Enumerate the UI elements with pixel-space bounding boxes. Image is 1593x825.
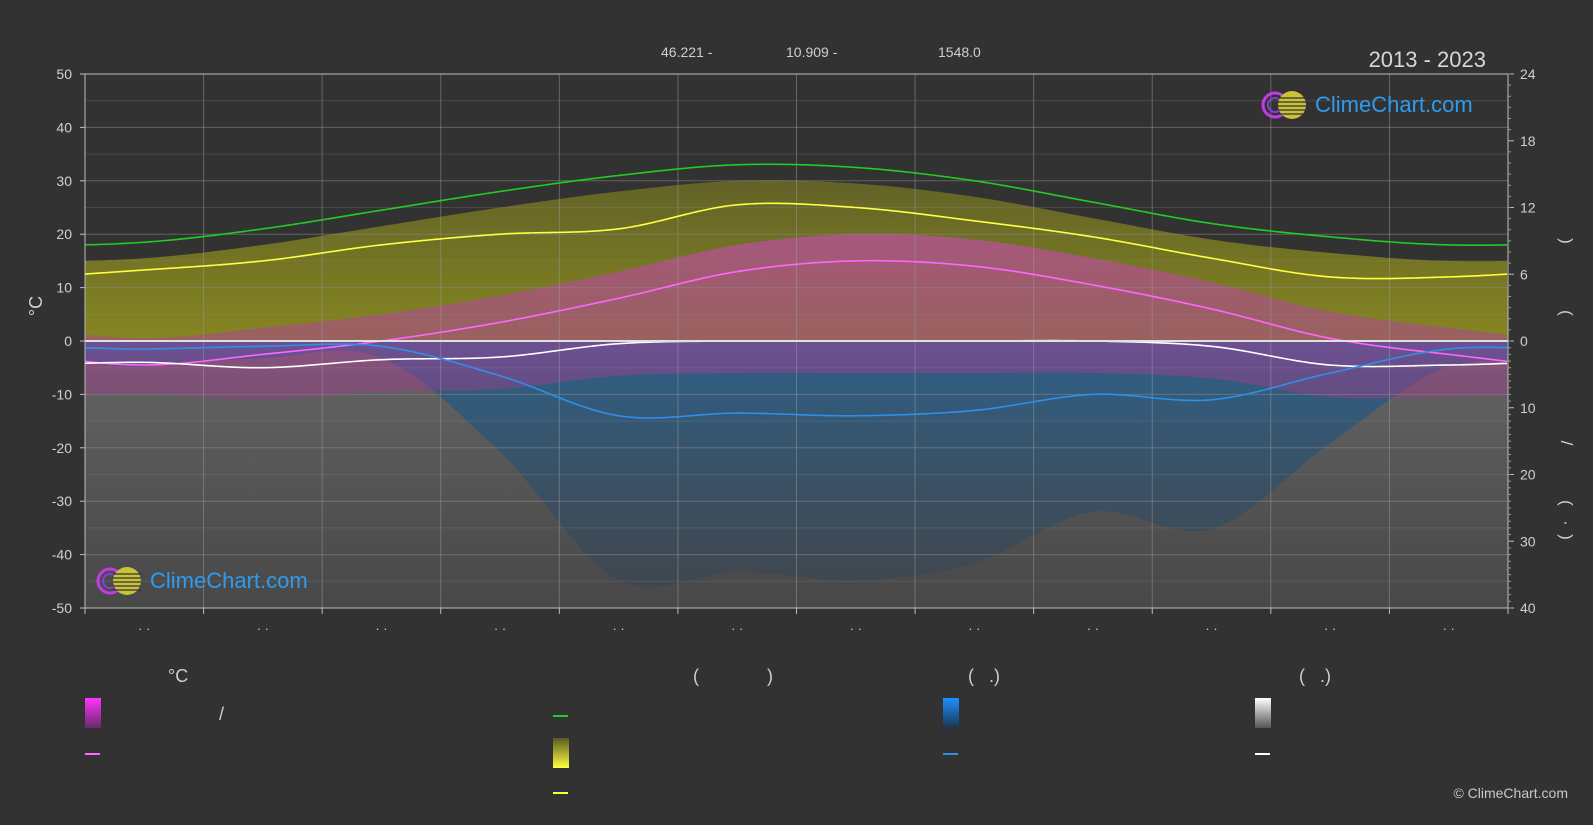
legend-col3-title: ( .) <box>968 666 1000 686</box>
y-tick-label: -40 <box>52 547 72 563</box>
legend-daylight-line <box>553 715 568 717</box>
y-tick-label: -20 <box>52 440 72 456</box>
series-line-temp_max_mean <box>85 259 1508 366</box>
y2-axis-label-part: · <box>1557 520 1576 526</box>
y-axis-label: °C <box>26 296 46 316</box>
y-tick-label: 30 <box>56 173 72 189</box>
x-tick-label: · · <box>1443 621 1455 636</box>
y-tick-label: 20 <box>56 226 72 242</box>
y2-axis-label-part: / <box>1557 441 1576 446</box>
x-tick-label: · · <box>1087 621 1099 636</box>
legend-temp-range-label: / <box>219 704 225 724</box>
y-tick-label: 0 <box>64 333 72 349</box>
x-tick-label: · · <box>731 621 743 636</box>
legend-snow-line <box>1255 753 1270 755</box>
y-tick-label: -30 <box>52 493 72 509</box>
legend-col2-title-right: ) <box>767 666 773 686</box>
legend-precip-swatch <box>943 698 959 728</box>
y2-tick-label: 0 <box>1520 333 1528 349</box>
x-tick-label: · · <box>612 621 624 636</box>
y-tick-label: 40 <box>56 119 72 135</box>
legend-temp-mean-line <box>85 753 100 755</box>
y2-tick-label: 20 <box>1520 467 1536 483</box>
x-tick-label: · · <box>375 621 387 636</box>
y2-axis-label-part: ( <box>1557 310 1576 316</box>
latitude-value: 46.221 - <box>661 44 713 60</box>
x-tick-label: · · <box>138 621 150 636</box>
series-line-sunshine <box>85 202 1508 280</box>
y2-axis-label-part: ) <box>1557 238 1576 244</box>
y-tick-label: -10 <box>52 386 72 402</box>
x-tick-label: · · <box>257 621 269 636</box>
x-tick-label: · · <box>494 621 506 636</box>
logo-bottom-left[interactable]: ClimeChart.com <box>94 564 308 598</box>
legend-col1-title: °C <box>168 666 189 686</box>
x-tick-label: · · <box>968 621 980 636</box>
legend-sunshine-line <box>553 792 568 794</box>
logo-text: ClimeChart.com <box>1315 92 1473 117</box>
y2-axis-label-part: ( <box>1557 500 1576 506</box>
elevation-value: 1548.0 <box>938 44 981 60</box>
y2-tick-label: 40 <box>1520 600 1536 616</box>
y2-tick-label: 6 <box>1520 266 1528 282</box>
legend-col4-title: ( .) <box>1299 666 1331 686</box>
legend-sunshine-swatch <box>553 738 569 768</box>
y2-axis-label-part: ) <box>1557 534 1576 540</box>
x-tick-label: · · <box>1205 621 1217 636</box>
series-line-precip_mean <box>85 343 1508 419</box>
series-line-daylight <box>85 163 1508 247</box>
y2-tick-label: 18 <box>1520 133 1536 149</box>
longitude-value: 10.909 - <box>786 44 838 60</box>
logo-icon <box>1261 91 1306 119</box>
y2-tick-label: 30 <box>1520 533 1536 549</box>
climate-chart: 50 40 30 20 10 0 -10 -20 -30 -40 -50 °C 24 18 12 6 0 10 20… <box>26 66 1576 636</box>
copyright: © ClimeChart.com <box>1453 785 1568 801</box>
legend-temp-range-swatch <box>85 698 101 728</box>
x-tick-label: · · <box>1324 621 1336 636</box>
y2-tick-label: 24 <box>1520 66 1536 82</box>
logo-text: ClimeChart.com <box>150 568 308 593</box>
legend-snow-swatch <box>1255 698 1271 728</box>
logo-icon <box>96 567 141 595</box>
y2-tick-label: 10 <box>1520 400 1536 416</box>
y2-tick-label: 12 <box>1520 200 1536 216</box>
y-tick-label: 50 <box>56 66 72 82</box>
legend-precip-line <box>943 753 958 755</box>
x-tick-label: · · <box>850 621 862 636</box>
y-tick-label: 10 <box>56 280 72 296</box>
logo-top-right[interactable]: ClimeChart.com <box>1259 88 1473 122</box>
y-tick-label: -50 <box>52 600 72 616</box>
year-range: 2013 - 2023 <box>1368 47 1486 72</box>
legend-col2-title-left: ( <box>693 666 699 686</box>
